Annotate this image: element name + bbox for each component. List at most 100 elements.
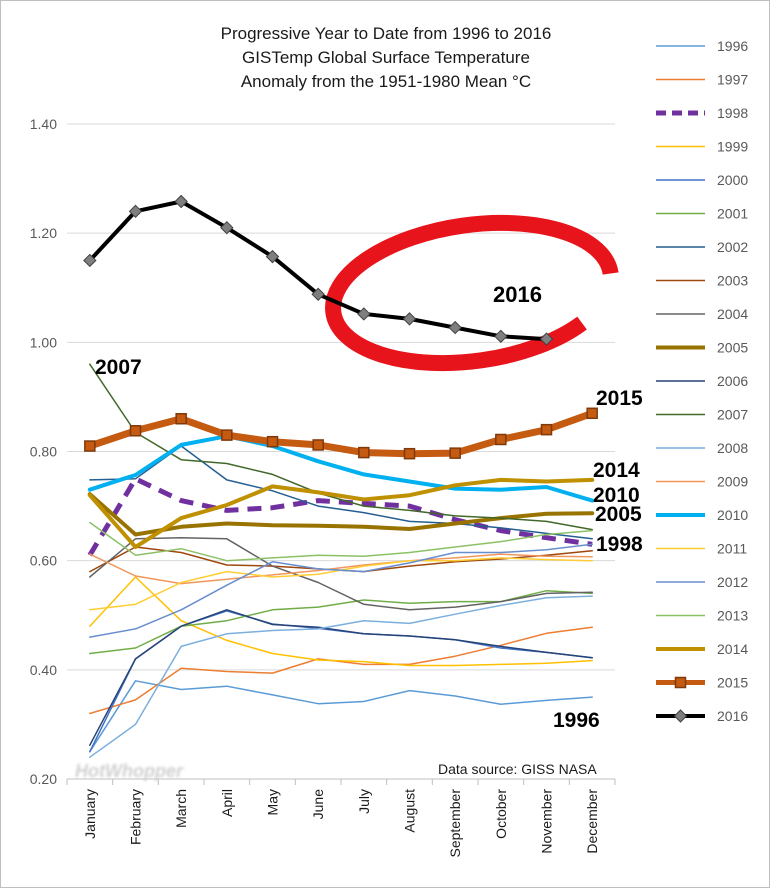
data-point-2015	[540, 423, 553, 436]
legend-item-2000: 2000	[656, 172, 748, 188]
y-tick-label: 0.20	[30, 771, 57, 787]
legend-item-2006: 2006	[656, 373, 748, 389]
series-line-2009	[89, 553, 593, 585]
legend-item-1996: 1996	[656, 38, 748, 54]
x-tick-label: April	[219, 789, 235, 817]
highlight-circle	[325, 214, 619, 372]
legend-label: 2014	[717, 641, 748, 657]
data-point-2015	[221, 429, 233, 441]
series-2012	[89, 543, 593, 638]
series-line-1997	[89, 626, 593, 715]
watermark: HotWhopper	[75, 761, 184, 781]
data-point-2015	[403, 447, 416, 460]
legend-label: 2000	[717, 172, 748, 188]
data-point-2015	[358, 446, 370, 459]
series-2006	[89, 609, 593, 746]
legend-label: 2016	[717, 708, 748, 724]
x-tick-label: October	[493, 789, 509, 839]
y-tick-label: 1.20	[30, 225, 57, 241]
y-tick-label: 1.40	[30, 116, 57, 132]
legend-item-2007: 2007	[656, 407, 748, 423]
legend-label: 1996	[717, 38, 748, 54]
highlight-ellipse	[325, 214, 619, 372]
x-tick-label: January	[82, 789, 98, 839]
annotation-2007: 2007	[95, 356, 142, 379]
legend-item-1997: 1997	[656, 72, 748, 88]
legend-label: 2004	[717, 306, 748, 322]
legend-label: 2013	[717, 608, 748, 624]
series-2014	[87, 477, 595, 549]
legend-label: 2015	[717, 675, 748, 691]
series-line-2005	[87, 492, 595, 537]
series-line-2015	[86, 409, 596, 458]
series-line-2010	[87, 434, 595, 503]
x-tick-label: August	[402, 789, 418, 833]
legend-item-2013: 2013	[656, 608, 748, 624]
annotation-2010: 2010	[593, 484, 640, 507]
data-point-2015	[84, 440, 96, 452]
legend: 1996 1997 1998 1999 2000 2001 2002 2003 2004 2005…	[656, 38, 748, 724]
legend-item-2016: 2016	[656, 708, 748, 724]
title-line-1: Progressive Year to Date from 1996 to 20…	[221, 24, 552, 43]
data-point-2016	[128, 204, 143, 219]
data-point-2016	[174, 194, 188, 209]
legend-label: 2011	[717, 541, 747, 557]
series-line-2007	[89, 363, 593, 531]
series-2010	[87, 434, 595, 503]
series-2007	[89, 363, 593, 531]
legend-label: 1997	[717, 72, 748, 88]
legend-label: 2002	[717, 239, 748, 255]
series-line-2008	[89, 595, 593, 758]
y-tick-label: 1.00	[30, 334, 57, 350]
series-2013	[89, 521, 593, 562]
annotation-1998: 1998	[596, 533, 643, 556]
x-tick-label: November	[539, 789, 555, 854]
legend-item-2014: 2014	[656, 641, 748, 657]
data-point-2016	[265, 249, 280, 264]
series-2016	[83, 194, 554, 346]
x-tick-label: March	[173, 789, 189, 828]
legend-label: 2010	[717, 507, 748, 523]
legend-label: 2012	[717, 574, 748, 590]
annotation-2015: 2015	[596, 387, 643, 410]
annotations: 2007 2015 2014 2010 2005 1998 1996 2016	[95, 282, 643, 732]
series-1998	[87, 476, 593, 557]
annotation-2005: 2005	[595, 503, 642, 526]
series-2015	[84, 407, 598, 460]
legend-item-2001: 2001	[656, 206, 748, 222]
data-point-2015	[495, 433, 507, 446]
legend-item-1998: 1998	[656, 105, 748, 121]
gridlines	[67, 123, 615, 780]
legend-item-2015: 2015	[656, 675, 748, 691]
legend-marker	[674, 676, 687, 689]
annotation-1996: 1996	[553, 709, 600, 732]
series-layer	[83, 194, 598, 758]
x-tick-label: June	[310, 789, 326, 820]
data-source: Data source: GISS NASA	[438, 761, 597, 777]
y-tick-label: 0.60	[30, 553, 57, 569]
data-point-2015	[449, 447, 461, 459]
legend-label: 2009	[717, 474, 748, 490]
data-point-2016	[402, 312, 417, 326]
data-point-2016	[539, 332, 554, 346]
legend-label: 2006	[717, 373, 748, 389]
x-tick-label: May	[265, 789, 281, 815]
data-point-2016	[494, 329, 508, 344]
legend-item-2003: 2003	[656, 273, 748, 289]
data-point-2015	[175, 413, 187, 425]
data-point-2015	[129, 425, 142, 437]
legend-item-2011: 2011	[656, 541, 747, 557]
series-line-2014	[87, 477, 595, 549]
series-2001	[89, 589, 593, 655]
series-2008	[89, 595, 593, 758]
annotation-2014: 2014	[593, 459, 640, 482]
series-1996	[89, 680, 593, 753]
series-line-2000	[89, 610, 593, 753]
series-line-2006	[89, 609, 593, 746]
data-point-2016	[311, 287, 325, 302]
series-2005	[87, 492, 595, 537]
legend-item-1999: 1999	[656, 139, 748, 155]
series-line-2001	[89, 589, 593, 655]
series-line-1996	[89, 680, 593, 753]
series-1997	[89, 626, 593, 715]
